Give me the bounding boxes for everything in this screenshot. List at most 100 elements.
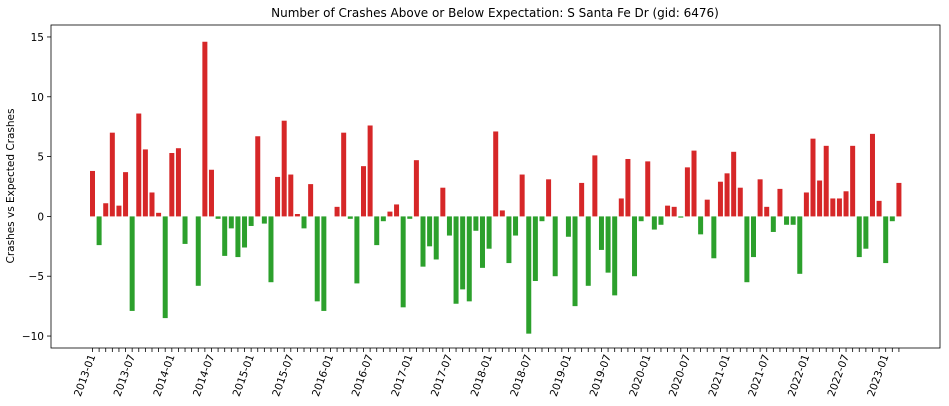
bar: [678, 216, 684, 218]
bar: [215, 216, 221, 219]
bar: [711, 216, 717, 259]
bar: [513, 216, 519, 236]
bar: [248, 216, 254, 226]
bar: [466, 216, 472, 302]
bar: [275, 176, 281, 217]
bar: [413, 160, 419, 217]
chart-title: Number of Crashes Above or Below Expecta…: [271, 6, 719, 20]
bar: [235, 216, 241, 258]
bar: [387, 211, 393, 217]
bar: [208, 169, 214, 217]
bar: [836, 198, 842, 217]
bar: [394, 204, 400, 217]
x-tick-label: 2018-01: [469, 353, 495, 398]
bar: [321, 216, 327, 311]
bar: [156, 212, 162, 217]
bar: [856, 216, 862, 258]
bar: [658, 216, 664, 225]
x-tick-label: 2019-01: [548, 353, 574, 398]
bar: [228, 216, 234, 229]
bar: [889, 216, 895, 222]
bar: [374, 216, 380, 246]
bar: [103, 203, 109, 217]
bar: [129, 216, 135, 311]
bar: [261, 216, 267, 224]
x-tick-label: 2020-07: [667, 353, 693, 398]
bar: [612, 216, 618, 296]
bar: [526, 216, 532, 334]
x-tick-label: 2014-07: [191, 353, 217, 398]
bar: [202, 41, 208, 217]
bar: [572, 216, 578, 307]
bar: [493, 131, 499, 217]
bar: [552, 216, 558, 277]
bar: [268, 216, 274, 283]
y-tick-label: −10: [22, 331, 44, 343]
x-tick-label: 2014-01: [151, 353, 177, 398]
bar: [446, 216, 452, 236]
bar: [341, 132, 347, 217]
y-tick-label: 0: [37, 211, 44, 223]
bar: [757, 179, 763, 217]
bar: [400, 216, 406, 308]
bar: [420, 216, 426, 267]
bar: [136, 113, 142, 217]
bar: [532, 216, 538, 282]
bar: [823, 145, 829, 217]
x-tick-label: 2022-07: [826, 353, 852, 398]
bar: [281, 120, 287, 217]
bar: [717, 181, 723, 217]
bars-group: [90, 41, 902, 334]
bar: [744, 216, 750, 283]
bar: [301, 216, 307, 229]
bar: [473, 216, 479, 231]
x-axis: 2013-01 2013-07 2014-01 2014-07 2015-01 2015-…: [72, 348, 900, 398]
bar: [592, 155, 598, 217]
x-tick-label: 2016-01: [310, 353, 336, 398]
x-tick-label: 2018-07: [508, 353, 534, 398]
bar: [605, 216, 611, 273]
bar: [546, 179, 552, 217]
bar: [407, 216, 413, 219]
bar: [90, 170, 95, 217]
x-tick-label: 2023-01: [865, 353, 891, 398]
bar: [427, 216, 433, 247]
bar: [175, 148, 181, 217]
bar: [625, 158, 631, 217]
bar: [724, 173, 730, 217]
x-tick-label: 2013-07: [112, 353, 138, 398]
bar: [539, 216, 545, 222]
bar: [222, 216, 228, 256]
bar: [149, 192, 155, 217]
bar: [883, 216, 889, 264]
bar: [294, 214, 300, 217]
bar: [579, 182, 585, 217]
bar: [850, 145, 856, 217]
bar: [519, 174, 525, 217]
x-tick-label: 2015-07: [270, 353, 296, 398]
bar: [651, 216, 657, 230]
bar: [869, 133, 875, 217]
bar: [737, 187, 743, 217]
bar: [169, 153, 175, 217]
x-tick-label: 2017-07: [429, 353, 455, 398]
bar: [486, 216, 492, 249]
y-tick-label: 10: [31, 92, 44, 104]
bar: [684, 167, 690, 217]
bar: [632, 216, 638, 277]
x-tick-label: 2016-07: [350, 353, 376, 398]
bar: [182, 216, 188, 244]
bar: [123, 172, 129, 217]
bar: [433, 216, 439, 260]
bar: [691, 150, 697, 217]
bar: [843, 191, 849, 217]
bar: [440, 187, 446, 217]
bar: [665, 205, 671, 217]
bar: [499, 210, 505, 217]
bar: [255, 136, 261, 217]
bar: [142, 149, 148, 217]
bar: [361, 166, 367, 217]
bar: [797, 216, 803, 274]
bar: [242, 216, 248, 248]
